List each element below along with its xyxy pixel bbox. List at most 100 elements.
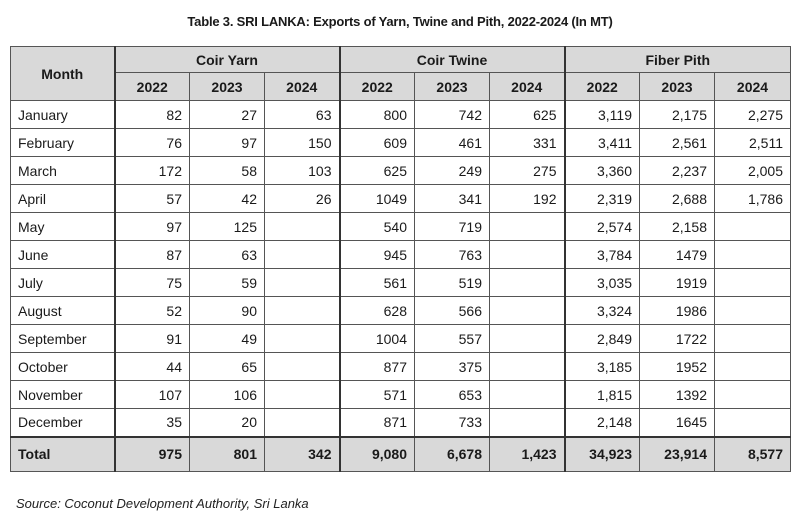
value-cell: 3,035 bbox=[563, 268, 640, 297]
value-cell: 625 bbox=[489, 100, 565, 129]
table-row: December 35 20 871 733 2,148 1645 bbox=[10, 408, 791, 437]
total-value-cell: 1,423 bbox=[489, 435, 565, 472]
value-cell bbox=[714, 212, 791, 241]
value-cell: 2,275 bbox=[714, 100, 791, 129]
value-cell: 35 bbox=[113, 408, 190, 437]
group-header-fiber-pith: Fiber Pith bbox=[563, 46, 791, 73]
value-cell bbox=[489, 408, 565, 437]
value-cell: 44 bbox=[113, 352, 190, 381]
value-cell: 871 bbox=[338, 408, 415, 437]
value-cell: 2,237 bbox=[639, 156, 715, 185]
month-cell: August bbox=[10, 296, 115, 325]
value-cell: 1,815 bbox=[563, 380, 640, 409]
value-cell: 1004 bbox=[338, 324, 415, 353]
header-row-groups: Month Coir Yarn Coir Twine Fiber Pith bbox=[10, 46, 791, 101]
value-cell bbox=[264, 380, 340, 409]
table-row: October 44 65 877 375 3,185 1952 bbox=[10, 352, 791, 381]
value-cell: 125 bbox=[189, 212, 265, 241]
value-cell bbox=[714, 352, 791, 381]
total-value-cell: 975 bbox=[113, 435, 190, 472]
value-cell: 3,119 bbox=[563, 100, 640, 129]
value-cell bbox=[264, 324, 340, 353]
total-label: Total bbox=[10, 435, 115, 472]
value-cell bbox=[714, 240, 791, 269]
value-cell: 609 bbox=[338, 128, 415, 157]
value-cell: 63 bbox=[264, 100, 340, 129]
value-cell: 27 bbox=[189, 100, 265, 129]
value-cell: 2,688 bbox=[639, 184, 715, 213]
value-cell: 192 bbox=[489, 184, 565, 213]
month-cell: November bbox=[10, 380, 115, 409]
value-cell: 557 bbox=[414, 324, 490, 353]
value-cell bbox=[489, 324, 565, 353]
value-cell: 150 bbox=[264, 128, 340, 157]
value-cell: 1392 bbox=[639, 380, 715, 409]
month-cell: June bbox=[10, 240, 115, 269]
table-row: September 91 49 1004 557 2,849 1722 bbox=[10, 324, 791, 353]
header-row-years: 2022 2023 2024 2022 2023 2024 2022 2023 … bbox=[11, 72, 791, 101]
value-cell: 75 bbox=[113, 268, 190, 297]
value-cell: 90 bbox=[189, 296, 265, 325]
total-value-cell: 9,080 bbox=[338, 435, 415, 472]
table-row: June 87 63 945 763 3,784 1479 bbox=[10, 240, 791, 269]
year-header: 2022 bbox=[113, 72, 190, 101]
value-cell: 172 bbox=[113, 156, 190, 185]
value-cell: 2,175 bbox=[639, 100, 715, 129]
table-row: July 75 59 561 519 3,035 1919 bbox=[10, 268, 791, 297]
month-cell: October bbox=[10, 352, 115, 381]
value-cell: 653 bbox=[414, 380, 490, 409]
value-cell: 742 bbox=[414, 100, 490, 129]
total-value-cell: 342 bbox=[264, 435, 340, 472]
value-cell bbox=[264, 268, 340, 297]
year-header: 2023 bbox=[414, 72, 490, 101]
value-cell: 103 bbox=[264, 156, 340, 185]
value-cell: 107 bbox=[113, 380, 190, 409]
value-cell: 20 bbox=[189, 408, 265, 437]
month-cell: September bbox=[10, 324, 115, 353]
value-cell: 1479 bbox=[639, 240, 715, 269]
value-cell: 59 bbox=[189, 268, 265, 297]
value-cell: 1049 bbox=[338, 184, 415, 213]
value-cell bbox=[489, 296, 565, 325]
value-cell: 57 bbox=[113, 184, 190, 213]
month-cell: January bbox=[10, 100, 115, 129]
table-row: January 82 27 63 800 742 625 3,119 2,175 2,275 bbox=[10, 100, 791, 129]
value-cell: 571 bbox=[338, 380, 415, 409]
value-cell: 461 bbox=[414, 128, 490, 157]
value-cell: 2,574 bbox=[563, 212, 640, 241]
value-cell: 3,411 bbox=[563, 128, 640, 157]
value-cell: 2,148 bbox=[563, 408, 640, 437]
value-cell: 97 bbox=[189, 128, 265, 157]
value-cell: 2,158 bbox=[639, 212, 715, 241]
year-header: 2023 bbox=[189, 72, 265, 101]
total-value-cell: 6,678 bbox=[414, 435, 490, 472]
total-value-cell: 8,577 bbox=[714, 435, 791, 472]
value-cell: 63 bbox=[189, 240, 265, 269]
value-cell: 42 bbox=[189, 184, 265, 213]
value-cell: 763 bbox=[414, 240, 490, 269]
year-header: 2022 bbox=[563, 72, 640, 101]
table-row: November 107 106 571 653 1,815 1392 bbox=[10, 380, 791, 409]
value-cell: 2,561 bbox=[639, 128, 715, 157]
value-cell bbox=[489, 268, 565, 297]
year-header: 2023 bbox=[639, 72, 715, 101]
total-row: Total 975 801 342 9,080 6,678 1,423 34,923 23,9… bbox=[10, 435, 791, 472]
value-cell: 82 bbox=[113, 100, 190, 129]
total-value-cell: 34,923 bbox=[563, 435, 640, 472]
value-cell bbox=[489, 212, 565, 241]
table-title: Table 3. SRI LANKA: Exports of Yarn, Twi… bbox=[187, 14, 613, 29]
value-cell: 52 bbox=[113, 296, 190, 325]
month-header: Month bbox=[10, 46, 115, 101]
value-cell: 2,319 bbox=[563, 184, 640, 213]
value-cell: 800 bbox=[338, 100, 415, 129]
value-cell bbox=[264, 296, 340, 325]
value-cell: 1986 bbox=[639, 296, 715, 325]
value-cell: 3,360 bbox=[563, 156, 640, 185]
value-cell: 106 bbox=[189, 380, 265, 409]
month-cell: April bbox=[10, 184, 115, 213]
exports-table: Month Coir Yarn Coir Twine Fiber Pith 20… bbox=[10, 46, 791, 472]
value-cell: 58 bbox=[189, 156, 265, 185]
value-cell: 519 bbox=[414, 268, 490, 297]
value-cell bbox=[714, 380, 791, 409]
month-cell: July bbox=[10, 268, 115, 297]
